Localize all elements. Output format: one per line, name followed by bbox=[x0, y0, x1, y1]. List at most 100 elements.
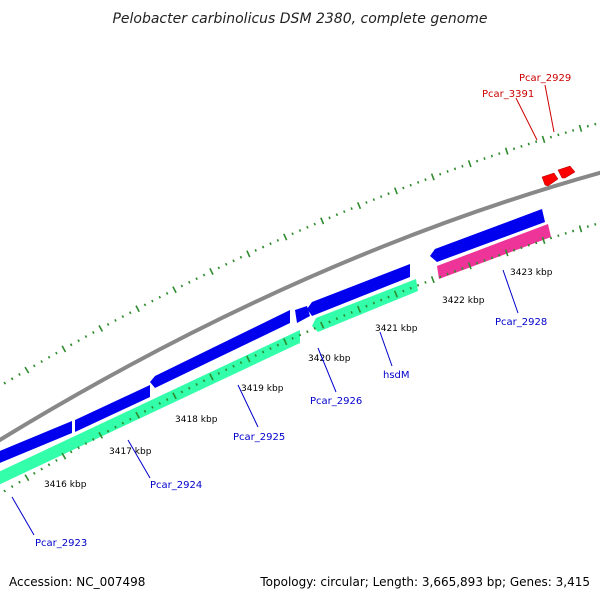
inner-tick bbox=[586, 225, 589, 228]
inner-tick bbox=[453, 269, 457, 273]
outer-tick bbox=[535, 140, 538, 144]
outer-tick-ring bbox=[3, 122, 597, 385]
outer-tick bbox=[143, 303, 147, 307]
outer-tick bbox=[320, 217, 325, 225]
outer-tick bbox=[84, 335, 88, 338]
outer-tick bbox=[461, 164, 464, 168]
outer-tick bbox=[512, 147, 516, 151]
outer-tick bbox=[40, 360, 43, 363]
outer-tick bbox=[393, 187, 398, 195]
outer-tick bbox=[106, 323, 110, 326]
scale-label-3423: 3423 kbp bbox=[510, 268, 553, 278]
outer-tick bbox=[209, 267, 214, 275]
inner-tick bbox=[520, 246, 523, 250]
inner-tick bbox=[306, 330, 309, 334]
outer-tick bbox=[541, 135, 546, 143]
inner-tick bbox=[246, 355, 251, 363]
outer-tick bbox=[92, 331, 95, 334]
inner-tick bbox=[527, 243, 530, 247]
inner-tick bbox=[239, 361, 243, 365]
inner-tick bbox=[439, 275, 442, 279]
outer-tick bbox=[195, 277, 198, 281]
accession-text: Accession: NC_007498 bbox=[9, 575, 145, 589]
inner-tick bbox=[387, 295, 390, 299]
outer-tick bbox=[283, 233, 288, 241]
outer-tick bbox=[379, 195, 383, 199]
inner-tick bbox=[557, 234, 560, 238]
outer-tick bbox=[549, 135, 553, 139]
outer-tick bbox=[343, 210, 346, 214]
outer-tick bbox=[424, 178, 427, 182]
inner-tick bbox=[172, 392, 177, 400]
inner-tick bbox=[47, 463, 51, 467]
outer-tick bbox=[217, 266, 221, 270]
outer-tick bbox=[188, 280, 191, 284]
inner-tick bbox=[578, 225, 583, 233]
inner-tick bbox=[571, 229, 575, 233]
inner-tick bbox=[549, 236, 553, 240]
inner-tick bbox=[416, 283, 420, 287]
map-title: Pelobacter carbinolicus DSM 2380, comple… bbox=[112, 11, 487, 27]
inner-tick bbox=[40, 467, 43, 471]
connector-pcar-2924 bbox=[127, 439, 151, 479]
outer-tick bbox=[564, 131, 567, 135]
cds-reverse-2 bbox=[312, 279, 418, 332]
inner-tick bbox=[151, 405, 154, 409]
outer-tick bbox=[313, 222, 316, 226]
inner-tick bbox=[365, 304, 368, 308]
inner-tick bbox=[33, 471, 36, 475]
outer-tick bbox=[3, 381, 7, 385]
connector-pcar-2925 bbox=[237, 384, 259, 428]
inner-tick bbox=[335, 317, 339, 321]
gene-label-pcar-3391: Pcar_3391 bbox=[482, 89, 534, 100]
outer-tick bbox=[520, 144, 523, 148]
outer-tick bbox=[467, 160, 472, 168]
outer-tick bbox=[24, 366, 30, 374]
inner-tick bbox=[379, 298, 383, 302]
cds-pcar-2923 bbox=[0, 421, 72, 463]
outer-tick bbox=[372, 198, 376, 202]
connector-pcar-2929 bbox=[544, 84, 555, 133]
scale-label-3416: 3416 kbp bbox=[44, 480, 87, 490]
outer-tick bbox=[306, 225, 309, 229]
inner-tick bbox=[254, 354, 257, 357]
outer-tick bbox=[476, 159, 479, 163]
outer-tick bbox=[246, 250, 251, 258]
scale-label-3417: 3417 kbp bbox=[109, 447, 152, 457]
gene-label-pcar-2926: Pcar_2926 bbox=[310, 396, 362, 407]
outer-tick bbox=[498, 152, 501, 155]
outer-tick bbox=[55, 351, 58, 355]
outer-tick bbox=[10, 377, 14, 381]
outer-tick bbox=[18, 373, 21, 376]
outer-tick bbox=[158, 295, 162, 299]
outer-tick bbox=[224, 262, 228, 266]
gene-label-hsdm: hsdM bbox=[383, 370, 410, 381]
outer-tick bbox=[504, 147, 509, 155]
inner-tick bbox=[98, 431, 104, 439]
inner-tick bbox=[467, 262, 472, 270]
inner-tick bbox=[261, 350, 265, 354]
outer-tick bbox=[254, 249, 257, 252]
inner-tick bbox=[343, 314, 346, 317]
outer-tick bbox=[527, 142, 530, 146]
inner-tick bbox=[224, 368, 228, 372]
inner-tick bbox=[232, 364, 235, 368]
outer-tick bbox=[47, 355, 51, 359]
outer-tick bbox=[594, 122, 597, 126]
inner-tick bbox=[490, 256, 494, 260]
cds-pcar-2928-forward bbox=[430, 209, 545, 262]
cds-pcar-2925 bbox=[150, 310, 290, 388]
scale-label-3420: 3420 kbp bbox=[308, 354, 351, 364]
scale-label-3421: 3421 kbp bbox=[375, 324, 418, 334]
outer-tick bbox=[172, 286, 177, 294]
cds-reverse-1 bbox=[0, 330, 300, 485]
outer-tick bbox=[69, 343, 73, 347]
outer-tick bbox=[490, 154, 494, 158]
outer-tick bbox=[135, 305, 140, 313]
label-connectors bbox=[11, 84, 555, 536]
inner-tick bbox=[291, 336, 294, 340]
connector-pcar-2926 bbox=[317, 347, 337, 393]
inner-tick bbox=[135, 411, 141, 419]
outer-tick bbox=[409, 183, 412, 187]
